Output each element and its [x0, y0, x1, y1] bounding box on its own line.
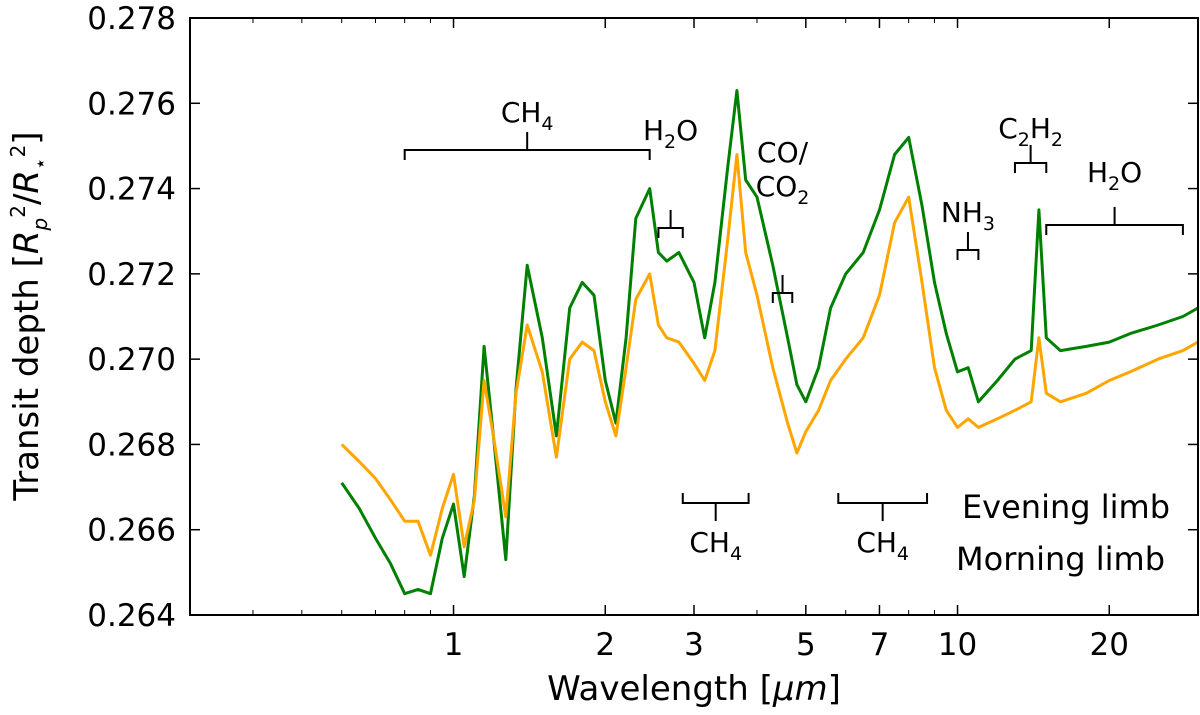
absorber-annotation: CH4 [681, 493, 750, 565]
y-tick-label: 0.274 [87, 172, 176, 208]
y-tick-label: 0.266 [87, 513, 176, 549]
tick-layer: 1 2 3 5 7 10 20 0.264 0.266 0.268 0.270 0.272 0.274 0… [87, 1, 1198, 663]
x-axis-title: Wavelength [μm] [547, 669, 841, 709]
absorber-annotation: CH4 [403, 96, 651, 160]
absorber-annotation: C2H2 [998, 112, 1063, 173]
y-axis-title: Transit depth [Rp2/R⋆2] [6, 131, 52, 501]
annotation-label: C2H2 [998, 112, 1063, 151]
x-tick-label: 7 [870, 627, 890, 663]
annotation-label: CH4 [689, 526, 742, 565]
absorber-annotation: H2O [643, 114, 698, 238]
x-tick-label: 3 [684, 627, 704, 663]
annotation-bracket [837, 493, 929, 521]
x-tick-label: 1 [444, 627, 464, 663]
annotation-bracket [1013, 145, 1048, 173]
y-tick-label: 0.264 [87, 598, 176, 634]
series-layer [340, 89, 1199, 596]
annotation-label: H2O [643, 114, 698, 153]
annotation-label: H2O [1087, 156, 1142, 195]
annotation-bracket [956, 232, 980, 260]
y-tick-label: 0.276 [87, 86, 176, 122]
series-line-morning-limb [340, 153, 1199, 557]
legend-entry-evening: Evening limb [962, 488, 1170, 526]
annotation-bracket [403, 132, 651, 160]
x-tick-label: 5 [796, 627, 816, 663]
annotation-bracket [771, 275, 794, 303]
absorber-annotation: CH4 [837, 493, 929, 565]
annotation-label: CH4 [856, 526, 909, 565]
y-tick-label: 0.278 [87, 1, 176, 37]
legend-entry-morning: Morning limb [956, 540, 1165, 578]
x-tick-label: 2 [595, 627, 615, 663]
annotation-bracket [657, 210, 684, 238]
annotation-label: NH3 [941, 196, 995, 235]
legend: Evening limb Morning limb [956, 488, 1170, 578]
x-tick-label: 10 [938, 627, 977, 663]
absorber-annotation: H2O [1045, 156, 1184, 235]
y-tick-label: 0.272 [87, 257, 176, 293]
annotation-bracket [681, 493, 750, 521]
series-line-evening-limb [340, 89, 1199, 596]
annotation-label: CO/ [757, 136, 809, 169]
annotation-label: CH4 [501, 96, 554, 135]
absorber-annotation: CO/CO2 [756, 136, 810, 303]
x-tick-label: 20 [1090, 627, 1129, 663]
absorber-annotation: NH3 [941, 196, 995, 260]
annotation-layer: CH4 H2O CO/CO2 NH3 C2H2 H2O CH4 CH4 [403, 96, 1184, 565]
y-tick-label: 0.270 [87, 342, 176, 378]
annotation-label-line2: CO2 [756, 170, 810, 209]
y-tick-label: 0.268 [87, 427, 176, 463]
annotation-bracket [1045, 207, 1184, 235]
